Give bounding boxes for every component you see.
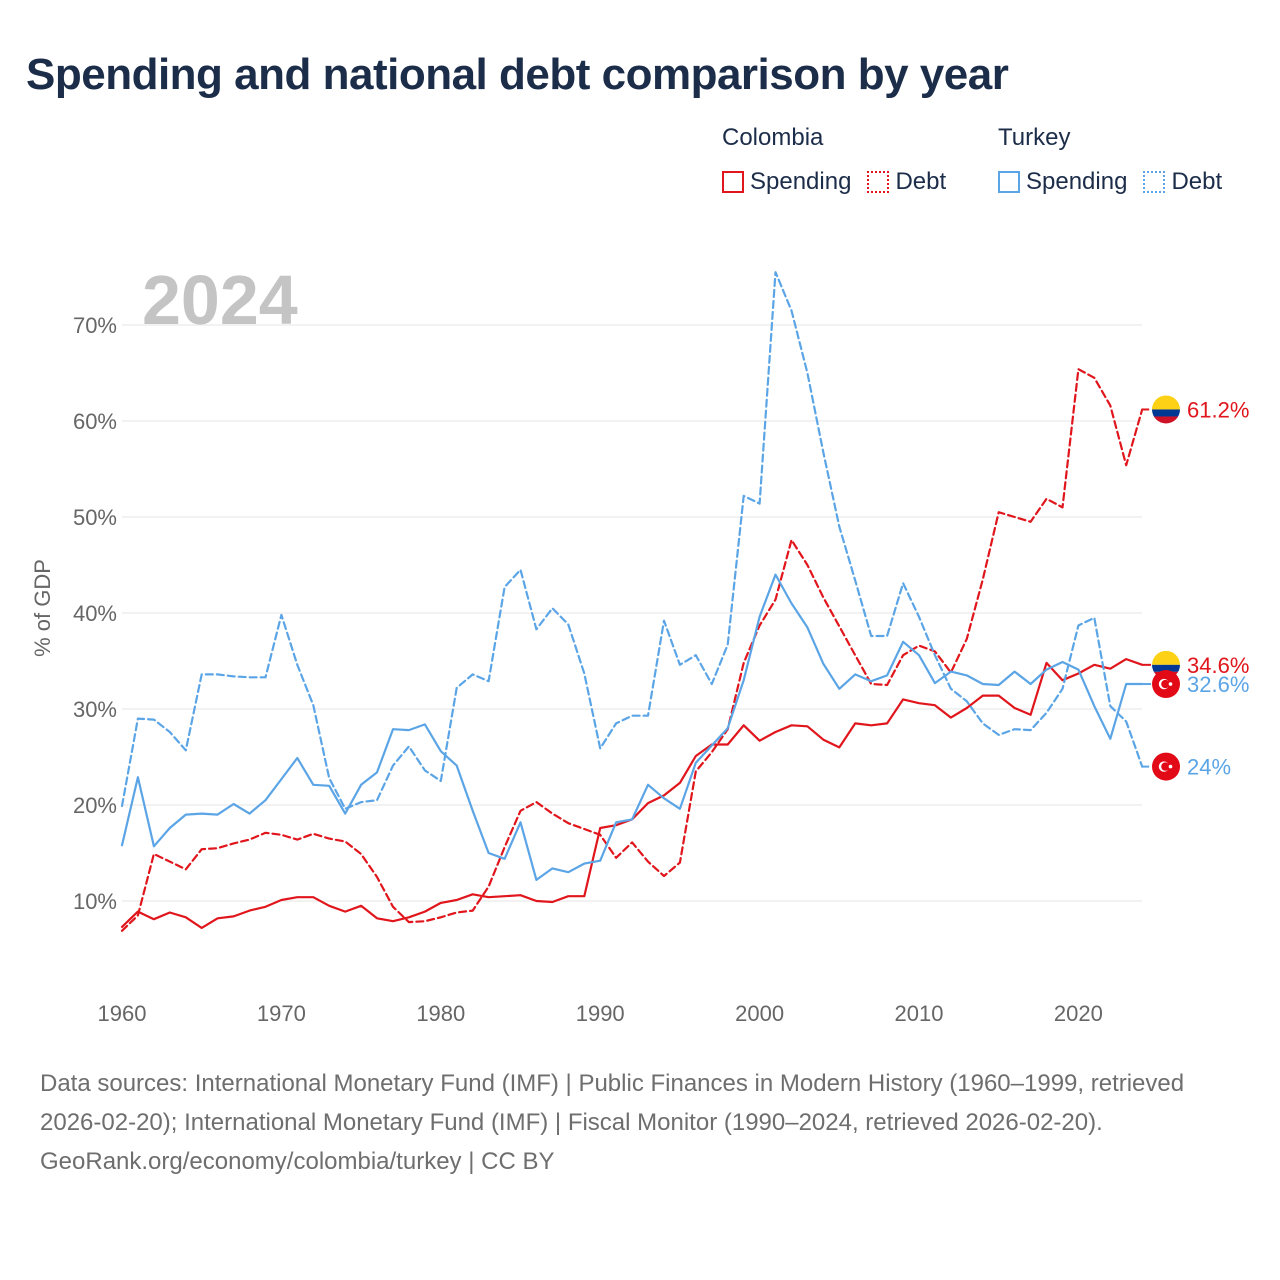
y-axis-label: % of GDP: [30, 559, 55, 657]
y-tick-label: 20%: [73, 793, 117, 818]
series-line-colombia-spending[interactable]: [120, 657, 1144, 930]
x-tick-label: 2010: [895, 1001, 944, 1026]
legend-item-colombia-spending[interactable]: Spending: [722, 168, 851, 196]
y-tick-label: 30%: [73, 697, 117, 722]
legend-item-label: Spending: [1026, 168, 1128, 195]
x-tick-label: 2000: [735, 1001, 784, 1026]
series-line-colombia-debt[interactable]: [120, 368, 1144, 932]
y-tick-label: 50%: [73, 505, 117, 530]
turkey-flag-icon: [1152, 752, 1180, 781]
sources-credit[interactable]: GeoRank.org/economy/colombia/turkey | CC…: [40, 1148, 555, 1175]
y-tick-label: 10%: [73, 889, 117, 914]
turkey-flag-icon: [1152, 670, 1180, 699]
series-line-turkey-spending[interactable]: [120, 573, 1144, 882]
line-chart: 2024 10% 20% 30% 40% 50% 60% 70% 1960 1970 1980 199…: [30, 261, 1249, 1026]
legend-item-label: Debt: [895, 168, 947, 195]
x-tick-label: 1970: [257, 1001, 306, 1026]
legend-item-label: Debt: [1171, 168, 1223, 195]
x-tick-label: 1980: [416, 1001, 465, 1026]
series-line-turkey-debt[interactable]: [120, 271, 1144, 810]
legend-swatch-colombia-debt: [867, 171, 890, 193]
end-value-label: 34.6%: [1187, 653, 1249, 678]
legend-item-turkey-debt[interactable]: Debt: [1143, 168, 1222, 196]
legend-item-label: Spending: [750, 168, 852, 195]
y-tick-label: 70%: [73, 313, 117, 338]
legend-item-turkey-spending[interactable]: Spending: [998, 168, 1127, 196]
data-sources: Data sources: International Monetary Fun…: [40, 1064, 1240, 1181]
x-tick-label: 2020: [1054, 1001, 1103, 1026]
legend-swatch-colombia-spending: [722, 171, 744, 193]
legend-swatch-turkey-spending: [998, 171, 1020, 193]
end-value-label: 61.2%: [1187, 397, 1249, 422]
page-title: Spending and national debt comparison by…: [26, 50, 1009, 99]
y-tick-label: 40%: [73, 601, 117, 626]
sources-text: Data sources: International Monetary Fun…: [40, 1070, 1185, 1136]
x-tick-label: 1960: [98, 1001, 147, 1026]
legend-swatch-turkey-debt: [1143, 171, 1166, 193]
legend-group-turkey: Turkey Spending Debt: [998, 124, 1222, 196]
end-value-label: 32.6%: [1187, 672, 1249, 697]
x-tick-label: 1990: [576, 1001, 625, 1026]
legend-group-colombia: Colombia Spending Debt: [722, 124, 962, 196]
colombia-flag-icon: [1152, 395, 1180, 424]
end-value-label: 24%: [1187, 755, 1231, 780]
legend-group-title: Colombia: [722, 124, 824, 151]
legend-item-colombia-debt[interactable]: Debt: [867, 168, 946, 196]
legend-group-title: Turkey: [998, 124, 1071, 151]
year-watermark: 2024: [142, 261, 298, 339]
y-tick-label: 60%: [73, 409, 117, 434]
